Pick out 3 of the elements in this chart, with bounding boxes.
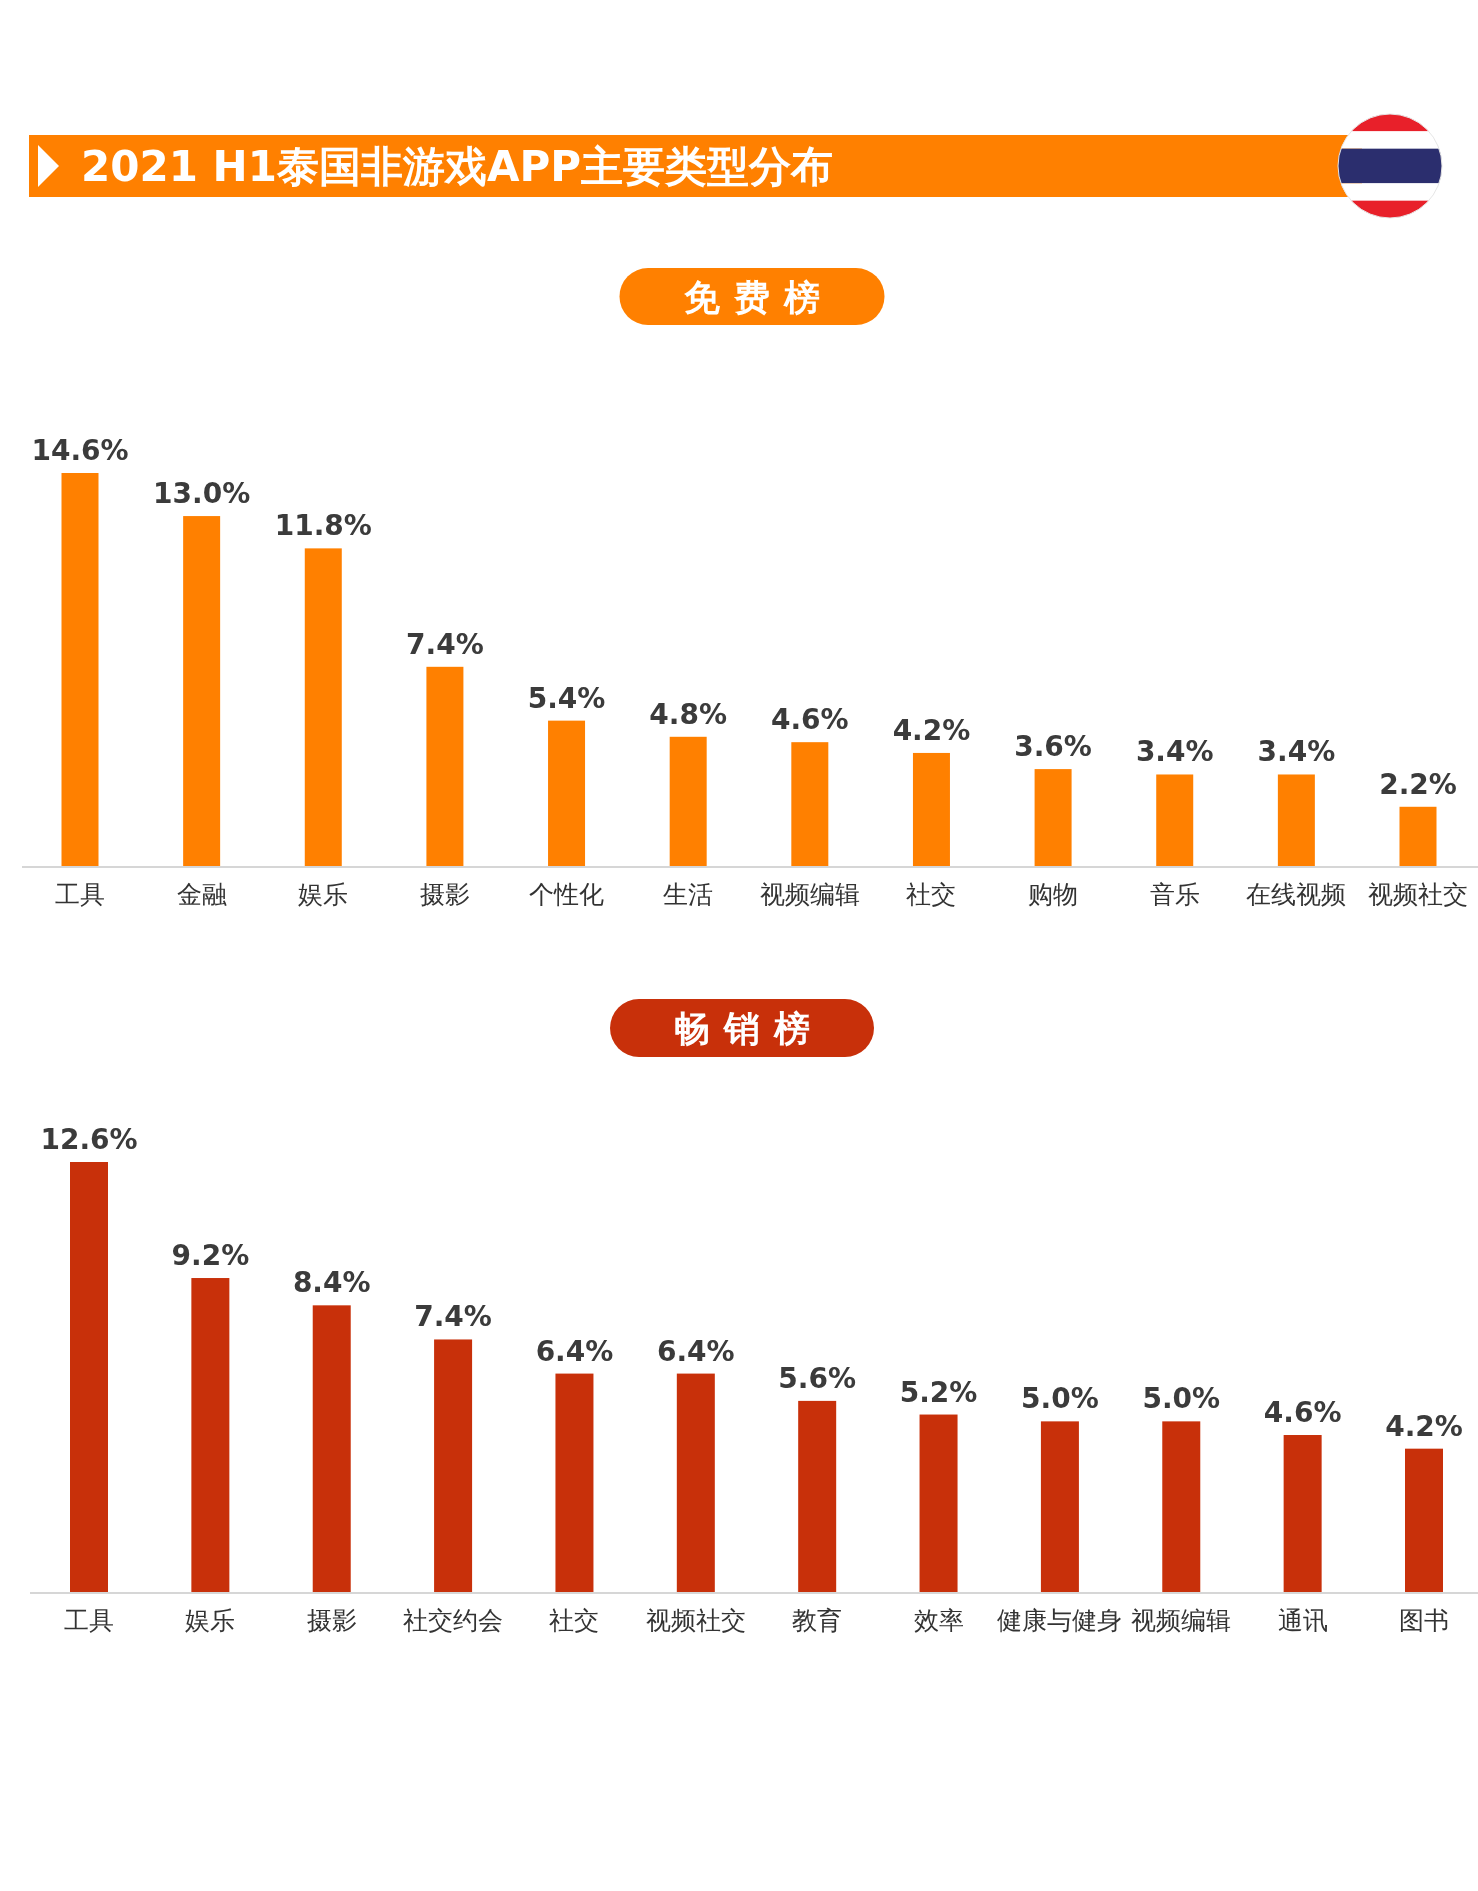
title: 2021 H1泰国非游戏APP主要类型分布: [81, 142, 833, 191]
title: 畅销榜: [674, 1008, 824, 1049]
subtitle: 免费榜: [684, 276, 834, 318]
